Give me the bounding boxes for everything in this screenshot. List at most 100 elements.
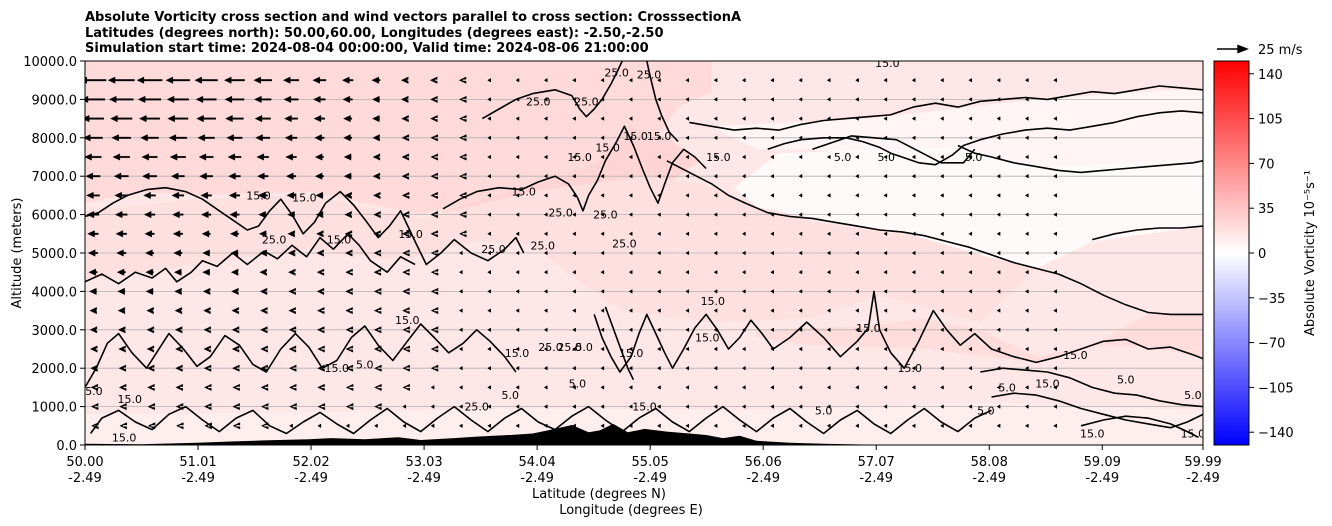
- wind-arrow: [855, 77, 859, 83]
- wind-arrow: [232, 364, 240, 372]
- wind-arrow: [1053, 327, 1057, 333]
- wind-arrow: [713, 77, 718, 83]
- colorbar: 140 105 70 35 0 −35 −70 −105 −140 Absolute Vorti…: [1213, 60, 1318, 446]
- wind-arrow: [168, 134, 188, 142]
- wind-arrow: [713, 327, 718, 333]
- wind-arrow: [515, 404, 520, 409]
- wind-arrow: [911, 231, 916, 237]
- wind-arrow: [114, 191, 129, 199]
- wind-arrow: [165, 76, 191, 84]
- wind-arrow: [175, 403, 184, 411]
- title-line-2: Latitudes (degrees north): 50.00,60.00, …: [85, 26, 664, 41]
- wind-arrow: [515, 365, 520, 371]
- wind-arrow: [88, 268, 98, 276]
- wind-arrow: [996, 193, 1001, 198]
- wind-arrow: [996, 346, 1001, 352]
- wind-arrow: [374, 383, 382, 391]
- wind-arrow: [572, 385, 576, 390]
- wind-arrow: [968, 116, 973, 121]
- wind-arrow: [515, 250, 520, 256]
- wind-arrow: [855, 173, 859, 179]
- wind-arrow: [940, 193, 944, 198]
- wind-arrow: [487, 289, 491, 294]
- wind-arrow: [229, 230, 239, 238]
- contour-label: 25.0: [530, 239, 555, 252]
- wind-arrow: [257, 172, 269, 180]
- contour-label: 15.0: [1080, 427, 1105, 440]
- wind-arrow: [600, 97, 605, 102]
- wind-arrow: [883, 365, 888, 371]
- wind-arrow: [166, 95, 189, 103]
- wind-arrow: [911, 77, 916, 83]
- wind-arrow: [798, 231, 803, 237]
- contour-label: 5.0: [965, 151, 983, 164]
- contour-line: [646, 61, 679, 143]
- wind-arrow: [487, 269, 491, 275]
- wind-arrow: [487, 365, 491, 371]
- wind-arrow: [543, 385, 548, 390]
- wind-arrow: [798, 269, 803, 275]
- wind-arrow: [628, 346, 633, 352]
- wind-arrow: [883, 250, 888, 256]
- wind-arrow: [195, 95, 217, 103]
- wind-arrow: [940, 404, 944, 409]
- contour-label: 15.0: [701, 295, 726, 308]
- wind-arrow: [741, 404, 746, 409]
- wind-arrow: [855, 385, 859, 390]
- contour-line: [1091, 225, 1203, 241]
- wind-arrow: [741, 385, 746, 390]
- wind-arrow: [225, 115, 244, 123]
- wind-arrow: [487, 423, 491, 429]
- contour-line: [604, 306, 635, 381]
- wind-arrow: [968, 173, 973, 179]
- wind-arrow: [89, 307, 97, 315]
- wind-arrow: [770, 250, 774, 256]
- wind-arrow: [741, 327, 746, 333]
- wind-arrow: [713, 269, 718, 275]
- x-tick-label-lat: 54.04: [519, 455, 556, 470]
- wind-arrow: [600, 154, 605, 160]
- wind-arrow: [1053, 193, 1057, 198]
- wind-arrow: [657, 385, 661, 390]
- wind-arrow: [89, 345, 98, 353]
- wind-arrow: [284, 115, 298, 123]
- wind-arrow: [968, 250, 973, 256]
- wind-arrow: [826, 250, 831, 256]
- wind-arrow: [227, 153, 242, 161]
- wind-arrow: [1024, 97, 1029, 102]
- wind-arrow: [459, 115, 467, 123]
- wind-arrow: [940, 250, 944, 256]
- contour-line: [85, 186, 525, 266]
- wind-arrow: [515, 289, 520, 294]
- wind-arrow: [996, 97, 1001, 102]
- wind-arrow: [487, 346, 491, 352]
- wind-arrow: [713, 308, 718, 313]
- wind-arrow: [201, 230, 211, 238]
- wind-arrow: [288, 287, 296, 295]
- wind-arrow: [203, 345, 211, 353]
- wind-arrow: [374, 403, 382, 411]
- wind-arrow: [600, 135, 605, 141]
- wind-arrow: [600, 193, 605, 198]
- wind-arrow: [430, 385, 435, 390]
- wind-arrow: [110, 115, 133, 123]
- wind-arrow: [543, 77, 548, 83]
- contour-label: 15.0: [898, 362, 923, 375]
- wind-arrow: [628, 173, 633, 179]
- wind-arrow: [288, 326, 297, 334]
- wind-arrow: [685, 135, 690, 141]
- wind-arrow: [628, 385, 633, 390]
- wind-arrow: [1024, 404, 1029, 409]
- wind-arrow: [288, 383, 297, 391]
- wind-arrow: [543, 404, 548, 409]
- wind-arrow: [996, 365, 1001, 371]
- wind-arrow: [147, 383, 155, 391]
- wind-arrow: [1053, 77, 1057, 83]
- wind-arrow: [883, 269, 888, 275]
- wind-arrow: [572, 173, 576, 179]
- contour-label: 15.0: [398, 228, 423, 241]
- x-tick-label-lon: -2.49: [746, 471, 780, 486]
- wind-arrow: [515, 97, 520, 102]
- wind-arrow: [459, 211, 467, 219]
- wind-arrow: [289, 423, 293, 429]
